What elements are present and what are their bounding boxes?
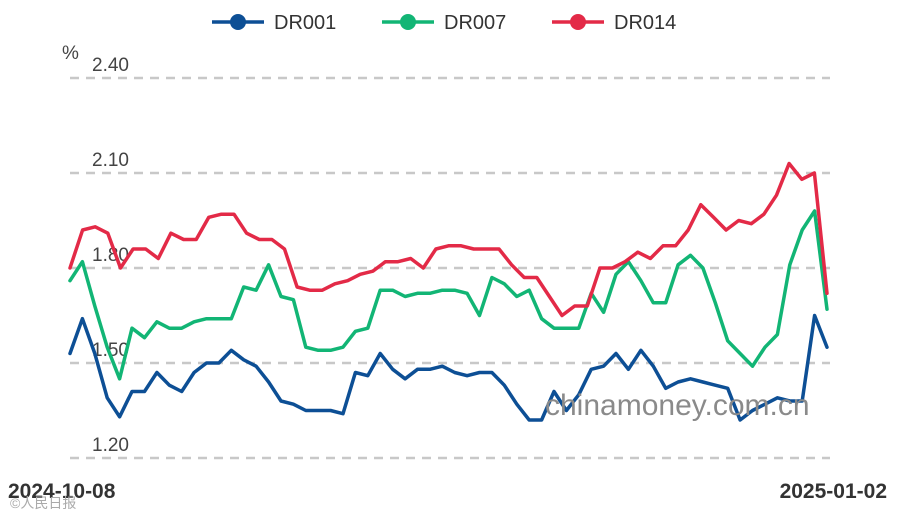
legend-item-dr014[interactable]: DR014 [552, 12, 676, 34]
y-tick-label: 1.20 [92, 435, 129, 456]
legend-item-dr007[interactable]: DR007 [382, 12, 506, 34]
footer-watermark: ©人民日报 [10, 495, 76, 511]
series-layer [68, 161, 829, 422]
legend-label: DR007 [444, 12, 506, 34]
y-tick-label: 1.50 [92, 340, 129, 361]
series-line-dr007 [68, 209, 829, 381]
legend-label: DR014 [614, 12, 676, 34]
y-tick-label: 2.40 [92, 55, 129, 76]
legend-label: DR001 [274, 12, 336, 34]
x-axis-start-date: 2024-10-08 [8, 480, 116, 503]
legend-marker-icon [570, 14, 586, 30]
legend-marker-icon [400, 14, 416, 30]
y-axis: % 1.20 1.50 1.80 2.10 2.40 [62, 43, 129, 456]
y-tick-label: 1.80 [92, 245, 129, 266]
series-line-dr001 [68, 313, 829, 422]
x-axis-end-date: 2025-01-02 [780, 480, 887, 503]
y-tick-label: 2.10 [92, 150, 129, 171]
watermark-text: chinamoney.com.cn [545, 389, 810, 422]
legend-item-dr001[interactable]: DR001 [212, 12, 336, 34]
legend[interactable]: DR001 DR007 DR014 [212, 12, 676, 34]
legend-marker-icon [230, 14, 246, 30]
series-line-dr014 [68, 161, 829, 318]
y-axis-unit-label: % [62, 43, 79, 64]
